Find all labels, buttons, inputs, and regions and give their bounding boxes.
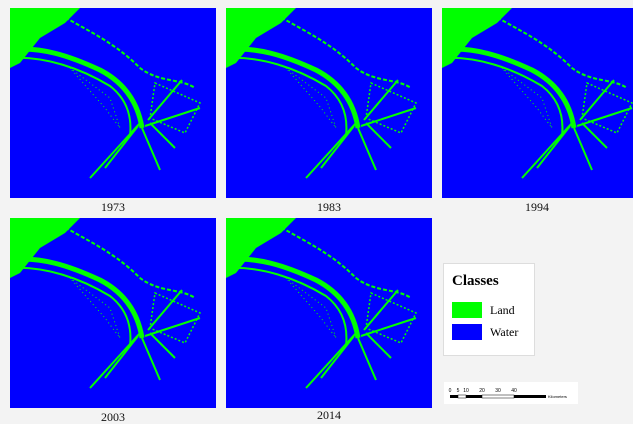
scale-label: 30 — [495, 388, 501, 394]
scale-unit: Kilometers — [548, 394, 567, 399]
legend-label: Land — [490, 303, 515, 318]
year-label: 1983 — [226, 200, 432, 215]
scale-bar: 0 5 10 20 30 40 Kilometers — [444, 382, 578, 404]
figure: 1973 1983 1994 2003 2014 Classes Land Wa… — [0, 0, 633, 424]
legend-swatch — [452, 302, 482, 318]
map-panel — [442, 8, 633, 198]
year-label: 1994 — [434, 200, 633, 215]
scale-segment — [514, 395, 546, 398]
map-panel — [226, 218, 432, 408]
year-label: 2003 — [10, 410, 216, 424]
map-panel — [10, 218, 216, 408]
scale-label: 0 — [449, 388, 452, 394]
scale-label: 40 — [511, 388, 517, 394]
scale-label: 10 — [463, 388, 469, 394]
legend-label: Water — [490, 325, 518, 340]
map-panel — [226, 8, 432, 198]
scale-segment — [482, 395, 514, 398]
scale-label: 5 — [457, 388, 460, 394]
year-label: 2014 — [226, 408, 432, 423]
map-panel — [10, 8, 216, 198]
scale-segment — [450, 395, 458, 398]
scale-label: 20 — [479, 388, 485, 394]
legend-swatch — [452, 324, 482, 340]
scale-segment — [458, 395, 466, 398]
scale-segment — [466, 395, 482, 398]
legend: Classes Land Water — [443, 263, 535, 356]
legend-title: Classes — [452, 273, 499, 290]
year-label: 1973 — [10, 200, 216, 215]
